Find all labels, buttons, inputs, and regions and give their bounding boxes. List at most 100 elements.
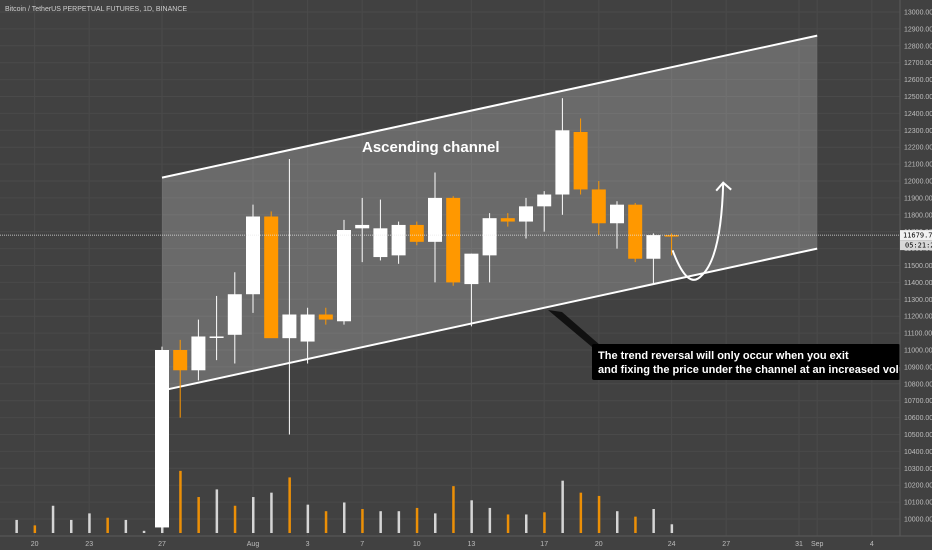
volume-bar (288, 477, 291, 533)
price-tick-label: 10900.00 (904, 364, 932, 371)
candle[interactable] (264, 216, 279, 339)
note-line-2: and fixing the price under the channel a… (598, 364, 924, 376)
volume-bars (15, 424, 674, 533)
grid (0, 0, 900, 536)
volume-bar (33, 525, 37, 533)
price-tick-label: 12200.00 (904, 145, 932, 152)
volume-bar (306, 504, 310, 533)
volume-bar (488, 507, 492, 533)
volume-bar (434, 513, 437, 533)
channel-lower-line[interactable] (161, 247, 818, 392)
price-tick-label: 10100.00 (904, 500, 932, 507)
candle[interactable] (227, 294, 242, 335)
time-axis[interactable]: 20 23 27 Aug 3 7 10 13 17 20 24 27 31 Sep 4 (0, 535, 932, 550)
candle[interactable] (355, 224, 370, 229)
candle[interactable] (209, 336, 224, 338)
price-axis[interactable]: 10000.00 10100.00 10200.00 10300.00 10400.00… (899, 0, 932, 550)
candle[interactable] (191, 336, 206, 371)
candle[interactable] (155, 350, 169, 528)
price-tick-label: 10200.00 (904, 483, 932, 490)
price-tick-label: 10500.00 (904, 432, 932, 439)
volume-bar (343, 502, 346, 533)
candle[interactable] (173, 350, 188, 371)
price-tick-label: 11500.00 (904, 263, 932, 270)
candle[interactable] (664, 235, 679, 237)
price-tick-label: 11900.00 (904, 195, 932, 202)
candle[interactable] (391, 224, 406, 256)
time-tick-label: 27 (722, 541, 730, 548)
volume-bar (652, 509, 655, 533)
candle[interactable] (337, 230, 351, 322)
candle[interactable] (482, 218, 497, 256)
countdown-value: 05:21:28 (905, 242, 932, 250)
price-tags: 11679.78 05:21:28 (0, 230, 932, 251)
volume-bar (670, 524, 674, 533)
time-tick-label: 7 (360, 541, 364, 548)
candle[interactable] (555, 130, 570, 195)
candle[interactable] (373, 228, 388, 258)
volume-bar (252, 497, 255, 533)
candle[interactable] (318, 314, 333, 320)
time-tick-label: 24 (668, 541, 676, 548)
candle[interactable] (628, 204, 643, 259)
price-tick-label: 12100.00 (904, 162, 932, 169)
candle[interactable] (428, 197, 442, 242)
candles (155, 98, 679, 528)
time-tick-label: 3 (306, 541, 310, 548)
price-tick-label: 11000.00 (904, 348, 932, 355)
price-tick-label: 11400.00 (904, 280, 932, 287)
price-tick-label: 10800.00 (904, 381, 932, 388)
candle[interactable] (246, 216, 260, 295)
candle[interactable] (573, 131, 588, 190)
time-tick-label: 31 (795, 541, 803, 548)
time-tick-label: 10 (413, 541, 421, 548)
volume-bar (324, 511, 328, 533)
price-tick-label: 12900.00 (904, 26, 932, 33)
projection-arrow (671, 181, 732, 281)
symbol-title: Bitcoin / TetherUS PERPETUAL FUTURES, 1D… (5, 6, 187, 13)
volume-bar (215, 489, 219, 533)
candle[interactable] (464, 253, 479, 285)
candle[interactable] (519, 206, 533, 222)
volume-bar (579, 492, 583, 533)
volume-bar (543, 512, 546, 533)
note-pointer (548, 310, 600, 347)
price-tick-label: 12000.00 (904, 179, 932, 186)
candle[interactable] (537, 194, 552, 207)
arrow-path (671, 182, 725, 281)
arrow-head-icon (715, 181, 732, 192)
volume-bar (506, 514, 510, 533)
volume-bar (470, 500, 473, 533)
price-tick-label: 12800.00 (904, 43, 932, 50)
candle[interactable] (300, 314, 315, 342)
note-box (592, 344, 900, 380)
price-tick-label: 11800.00 (904, 212, 932, 219)
volume-bar (415, 507, 419, 533)
volume-bar (361, 509, 364, 533)
price-tick-label: 12500.00 (904, 94, 932, 101)
channel-upper-line[interactable] (161, 34, 818, 179)
volume-bar (179, 470, 182, 533)
candle[interactable] (646, 235, 661, 259)
volume-bar (616, 511, 619, 533)
price-tick-label: 10700.00 (904, 398, 932, 405)
last-price-tag (900, 230, 932, 241)
candle[interactable] (446, 197, 461, 283)
time-tick-label: 20 (595, 541, 603, 548)
candle[interactable] (610, 204, 624, 224)
price-tick-label: 11300.00 (904, 297, 932, 304)
candle[interactable] (282, 314, 297, 339)
time-tick-label: 17 (540, 541, 548, 548)
volume-bar (452, 486, 455, 533)
note-line-1: The trend reversal will only occur when … (598, 350, 849, 362)
candle[interactable] (500, 218, 515, 222)
time-tick-label: Aug (247, 541, 260, 548)
volume-bar (379, 511, 382, 533)
candle[interactable] (591, 189, 606, 224)
volume-bar (270, 492, 273, 533)
candle[interactable] (409, 224, 424, 242)
volume-bar (197, 497, 200, 533)
volume-bar (142, 530, 146, 533)
